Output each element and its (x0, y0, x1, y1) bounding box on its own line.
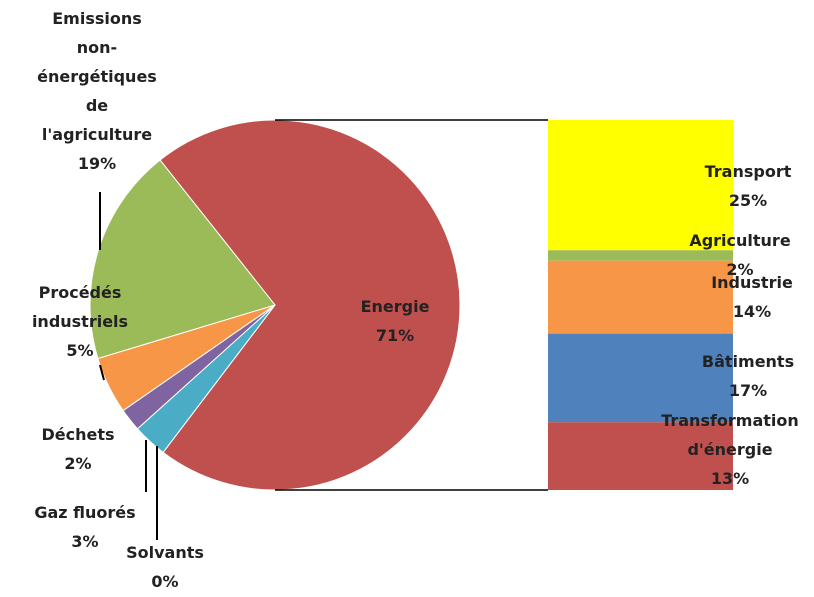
data-label: Emissions non-énergétiques de l'agricult… (35, 4, 160, 178)
label-text: 17% (728, 381, 768, 400)
bar-segment (548, 120, 733, 251)
label-text: 5% (66, 341, 94, 360)
leader-line (99, 364, 105, 381)
data-label: Transport 25% (688, 157, 808, 215)
data-label: Déchets 2% (18, 420, 138, 478)
label-text: 14% (732, 302, 772, 321)
label-text: 2% (64, 454, 92, 473)
label-text: Agriculture (689, 231, 791, 250)
data-label: Energie 71% (335, 292, 455, 350)
data-label: Gaz fluorés 3% (15, 498, 155, 556)
data-label: Agriculture 2% (675, 226, 805, 284)
label-text: 71% (375, 326, 415, 345)
label-text: Transport (704, 162, 792, 181)
label-text: 0% (151, 572, 179, 591)
label-text: Transformation d'énergie (661, 411, 799, 459)
label-text: Emissions non-énergétiques de l'agricult… (37, 9, 157, 144)
bar-segment (548, 250, 733, 261)
data-label: Transformation d'énergie 13% (655, 406, 805, 493)
label-text: 13% (710, 469, 750, 488)
data-label: Solvants 0% (105, 538, 225, 596)
label-text: Solvants (126, 543, 204, 562)
label-text: 2% (726, 260, 754, 279)
bar-segment (548, 333, 733, 423)
label-text: Energie (360, 297, 430, 316)
data-label: Procédés industriels 5% (18, 278, 143, 365)
label-text: 25% (728, 191, 768, 210)
pie-slice (89, 159, 276, 360)
label-text: Gaz fluorés (34, 503, 136, 522)
label-text: Procédés industriels (31, 283, 129, 331)
label-text: Bâtiments (701, 352, 795, 371)
label-text: 19% (77, 154, 117, 173)
bar-segment (548, 260, 733, 334)
bar-segment (548, 422, 733, 490)
data-label: Industrie 14% (692, 268, 812, 326)
label-text: Déchets (41, 425, 115, 444)
label-text: Industrie (711, 273, 793, 292)
label-text: 3% (71, 532, 99, 551)
data-label: Bâtiments 17% (683, 347, 813, 405)
